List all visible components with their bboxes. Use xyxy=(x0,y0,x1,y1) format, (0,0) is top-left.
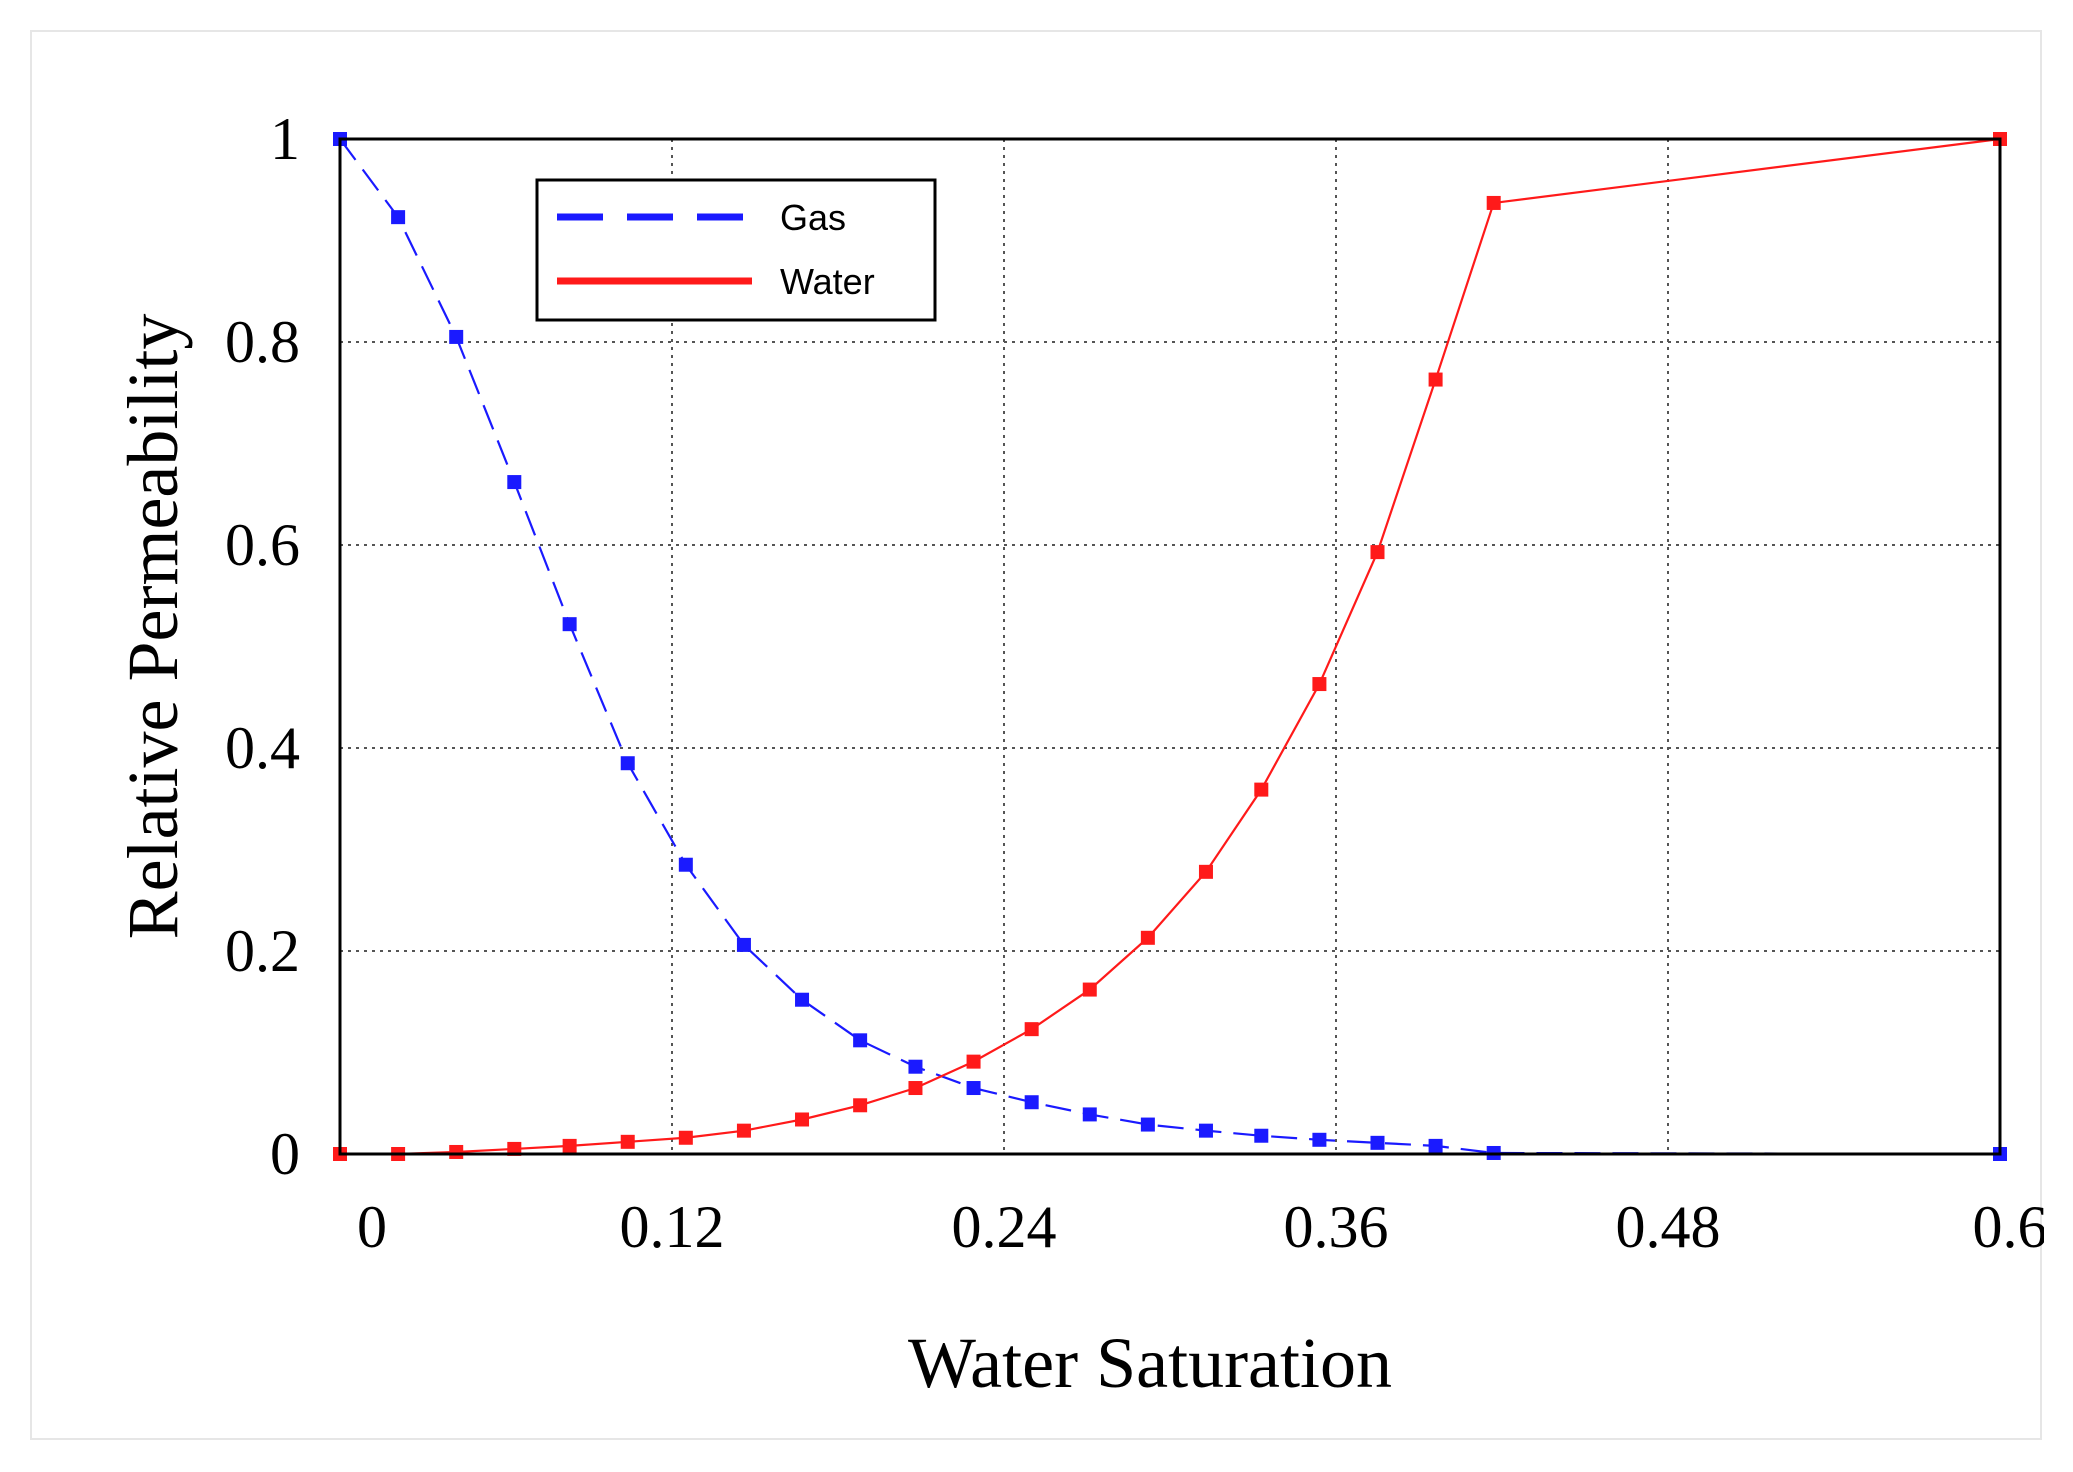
gas-data-point xyxy=(1198,1123,1213,1138)
series-markers xyxy=(333,132,2007,1161)
y-tick-labels: 0 0.2 0.4 0.6 0.8 1 xyxy=(225,106,300,1187)
water-data-point xyxy=(1486,195,1501,210)
x-tick-label: 0.48 xyxy=(1616,1194,1721,1260)
gas-data-point xyxy=(678,857,693,872)
gas-data-point xyxy=(620,756,635,771)
water-data-point xyxy=(449,1144,464,1159)
x-tick-label: 0.12 xyxy=(620,1194,725,1260)
water-data-point xyxy=(1254,782,1269,797)
water-data-point xyxy=(1082,982,1097,997)
water-data-point xyxy=(1312,677,1327,692)
gas-data-point xyxy=(562,617,577,632)
water-series-line xyxy=(340,137,2001,1156)
legend-water-label: Water xyxy=(780,261,875,302)
legend-box xyxy=(535,178,937,322)
gas-data-point xyxy=(795,992,810,1007)
gas-data-point xyxy=(1254,1128,1269,1143)
water-data-point xyxy=(1370,545,1385,560)
water-data-point xyxy=(620,1134,635,1149)
gas-data-point xyxy=(391,210,406,225)
y-tick-label: 0.6 xyxy=(225,512,300,578)
gas-data-point xyxy=(1082,1107,1097,1122)
chart: 0 0.12 0.24 0.36 0.48 0.6 0 0.2 0.4 0.6 0.8 1 Wate… xyxy=(113,106,2044,1403)
gas-series-line xyxy=(339,138,2001,1156)
water-data-point xyxy=(736,1123,751,1138)
x-tick-label: 0.6 xyxy=(1973,1194,2045,1260)
x-tick-label: 0 xyxy=(357,1194,387,1260)
y-tick-label: 1 xyxy=(270,106,300,172)
gas-data-point xyxy=(853,1033,868,1048)
gas-data-point xyxy=(449,329,464,344)
x-tick-label: 0.24 xyxy=(952,1194,1057,1260)
gas-data-point xyxy=(1370,1135,1385,1150)
legend-gas-label: Gas xyxy=(780,197,846,238)
water-data-point xyxy=(908,1081,923,1096)
water-data-point xyxy=(562,1138,577,1153)
gas-data-point xyxy=(1024,1095,1039,1110)
y-tick-label: 0 xyxy=(270,1121,300,1187)
gas-data-point xyxy=(507,475,522,490)
y-tick-label: 0.2 xyxy=(225,918,300,984)
plot-area-border xyxy=(338,137,2002,1156)
y-tick-label: 0.4 xyxy=(225,715,300,781)
series-lines xyxy=(339,137,2001,1156)
gas-data-point xyxy=(1140,1117,1155,1132)
y-tick-label: 0.8 xyxy=(225,309,300,375)
gas-data-point xyxy=(1428,1138,1443,1153)
water-data-point xyxy=(507,1141,522,1156)
legend: Gas Water xyxy=(535,178,937,322)
x-tick-labels: 0 0.12 0.24 0.36 0.48 0.6 xyxy=(357,1194,2044,1260)
water-data-point xyxy=(853,1098,868,1113)
water-data-point xyxy=(1140,930,1155,945)
gas-data-point xyxy=(736,937,751,952)
water-data-point xyxy=(1024,1022,1039,1037)
y-axis-title: Relative Permeability xyxy=(113,314,193,940)
water-data-point xyxy=(1428,372,1443,387)
x-tick-label: 0.36 xyxy=(1284,1194,1389,1260)
water-data-point xyxy=(966,1054,981,1069)
water-data-point xyxy=(795,1112,810,1127)
x-axis-title: Water Saturation xyxy=(908,1323,1392,1403)
water-data-point xyxy=(678,1130,693,1145)
water-data-point xyxy=(1198,864,1213,879)
gas-data-point xyxy=(1312,1132,1327,1147)
figure-frame: 0 0.12 0.24 0.36 0.48 0.6 0 0.2 0.4 0.6 0.8 1 Wate… xyxy=(30,30,2044,1440)
gas-data-point xyxy=(966,1081,981,1096)
gas-data-point xyxy=(908,1059,923,1074)
